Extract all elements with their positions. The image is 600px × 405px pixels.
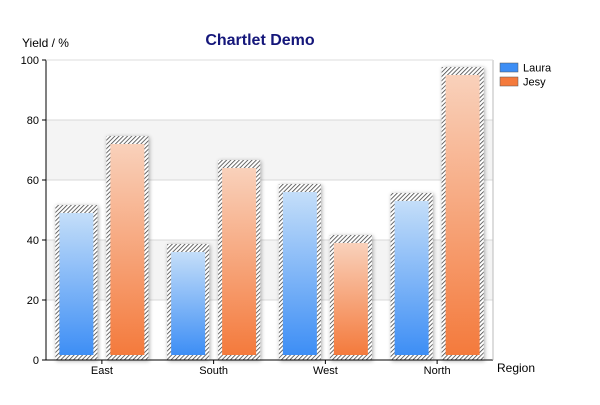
bar-laura-north [394, 201, 429, 355]
y-axis-label: Yield / % [22, 36, 69, 50]
bar-laura-east [59, 213, 94, 355]
y-tick-label: 0 [33, 355, 39, 367]
chart-title: Chartlet Demo [205, 32, 315, 49]
bar-jesy-east [110, 144, 145, 355]
bar-jesy-west [333, 243, 368, 355]
x-axis-label: Region [497, 361, 535, 375]
bar-jesy-north [445, 75, 480, 355]
y-tick-label: 100 [21, 55, 39, 67]
tick-labels: 0 20 40 60 80 100 East South West North [21, 55, 451, 377]
y-tick-label: 80 [27, 115, 39, 127]
y-tick-label: 40 [27, 235, 39, 247]
bar-jesy-south [222, 168, 257, 355]
legend-label-laura: Laura [523, 63, 552, 75]
legend-label-jesy: Jesy [523, 77, 546, 89]
x-tick-label-south: South [199, 365, 228, 377]
x-tick-label-east: East [91, 365, 113, 377]
axes [45, 59, 494, 361]
legend-swatch-laura [499, 62, 519, 73]
x-tick-label-west: West [313, 365, 338, 377]
legend: Laura Jesy [499, 62, 552, 89]
bars [55, 67, 484, 360]
bar-laura-west [282, 192, 317, 355]
legend-swatch-jesy [499, 76, 519, 87]
x-tick-label-north: North [424, 365, 451, 377]
plot-band [46, 60, 493, 120]
y-tick-label: 60 [27, 175, 39, 187]
y-tick-label: 20 [27, 295, 39, 307]
bar-laura-south [171, 252, 206, 355]
